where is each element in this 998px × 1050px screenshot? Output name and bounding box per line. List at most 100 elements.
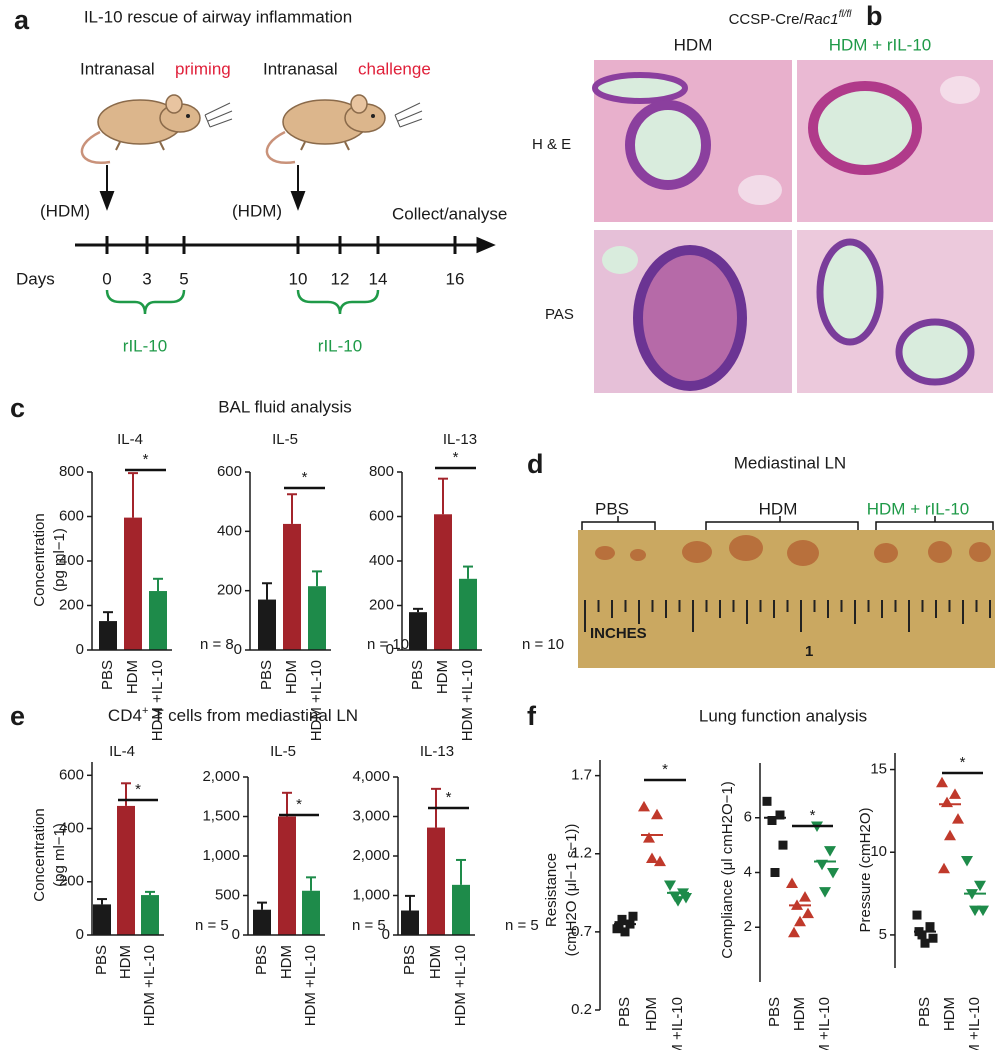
x-tick-label: HDM bbox=[278, 945, 295, 979]
bar bbox=[459, 578, 477, 650]
y-tick-label: 4,000 bbox=[352, 768, 390, 785]
y-tick-label: 400 bbox=[217, 522, 242, 539]
x-tick-label: HDM +IL-10 bbox=[308, 660, 325, 741]
data-point bbox=[969, 905, 981, 917]
y-tick-label: 200 bbox=[59, 596, 84, 613]
bar bbox=[302, 890, 320, 935]
significance-label: * bbox=[302, 469, 308, 486]
x-tick-label: HDM +IL-10 bbox=[669, 997, 686, 1050]
chart-title: IL-4 bbox=[109, 743, 135, 760]
y-tick-label: 2,000 bbox=[202, 768, 240, 785]
data-point bbox=[799, 891, 811, 902]
group-label: PBS bbox=[595, 499, 629, 518]
y-tick-label: 600 bbox=[59, 766, 84, 783]
significance-label: * bbox=[662, 761, 668, 778]
panel-title: IL-10 rescue of airway inflammation bbox=[84, 7, 352, 26]
histology-image bbox=[594, 230, 792, 393]
y-tick-label: 0 bbox=[382, 926, 390, 943]
chart-title: IL-13 bbox=[443, 431, 477, 448]
data-point bbox=[920, 938, 930, 948]
day-ticks: 0 3 5 10 12 14 16 bbox=[102, 236, 464, 288]
ruler-label: INCHES bbox=[590, 625, 647, 642]
y-axis-label: (cmH2O (μl−1 s−1)) bbox=[563, 824, 580, 957]
row-label: H & E bbox=[532, 136, 571, 153]
group-label: HDM + rIL-10 bbox=[867, 499, 970, 518]
y-tick-label: 600 bbox=[217, 463, 242, 480]
chart: 0 200 400 600 IL-5 PBS HDM HDM +IL-10 * n = 10 bbox=[217, 431, 409, 741]
panel-title: Lung function analysis bbox=[699, 706, 867, 725]
title-sup: fl/fl bbox=[839, 9, 853, 20]
histology-image bbox=[797, 60, 993, 222]
chart: 0 200 400 600 IL-4 Concentration (pg ml−1) PBS H… bbox=[31, 743, 229, 1026]
data-point bbox=[628, 911, 638, 921]
panel-letter: d bbox=[527, 449, 544, 479]
x-tick-label: HDM +IL-10 bbox=[816, 997, 833, 1050]
mouse-icon bbox=[80, 94, 201, 165]
y-tick-label: 0 bbox=[386, 641, 394, 658]
data-point bbox=[788, 926, 800, 938]
y-tick-label: 3,000 bbox=[352, 807, 390, 824]
data-point bbox=[961, 856, 973, 867]
dose-label: (HDM) bbox=[232, 201, 282, 220]
data-point bbox=[786, 877, 798, 888]
significance-label: * bbox=[446, 789, 452, 806]
panel-letter: a bbox=[14, 5, 30, 35]
y-axis-label: Pressure (cmH2O) bbox=[857, 807, 874, 932]
data-point bbox=[770, 868, 780, 877]
panel-letter: f bbox=[527, 701, 537, 731]
chart: 0 1,000 2,000 3,000 4,000 IL-13 PBS HDM HDM +IL-… bbox=[352, 743, 538, 1026]
x-tick-label: HDM +IL-10 bbox=[966, 997, 983, 1050]
column-label: HDM bbox=[674, 35, 713, 54]
ruler bbox=[584, 600, 991, 632]
y-tick-label: 0 bbox=[234, 641, 242, 658]
photo bbox=[578, 530, 995, 668]
title-gene: Rac1 bbox=[804, 11, 839, 28]
data-point bbox=[794, 915, 806, 927]
panel-title: CD4+ T cells from mediastinal LN bbox=[108, 705, 358, 726]
timeline bbox=[75, 236, 496, 254]
bar bbox=[258, 599, 276, 650]
y-tick-label: 0.2 bbox=[571, 1001, 592, 1018]
y-tick-label: 15 bbox=[870, 761, 887, 778]
y-axis-label: (pg ml−1) bbox=[51, 528, 68, 592]
data-point bbox=[651, 808, 663, 820]
treatment-label: rIL-10 bbox=[318, 336, 362, 355]
pipette-icon bbox=[204, 102, 233, 128]
group-bracket bbox=[581, 516, 994, 530]
step-label: Intranasal bbox=[80, 59, 155, 78]
chart: 0 200 400 600 800 IL-13 PBS HDM HDM +IL-10 * n = 1… bbox=[369, 431, 564, 741]
y-tick-label: 1,000 bbox=[352, 886, 390, 903]
title-part: CCSP-Cre/ bbox=[729, 11, 805, 28]
data-point bbox=[925, 922, 935, 932]
title-part: CD4 bbox=[108, 706, 142, 725]
chart: 5 10 15 Pressure (cmH2O) PBS HDM HDM +IL-10 * bbox=[857, 753, 989, 1050]
pipette-icon bbox=[394, 102, 423, 128]
x-tick-label: HDM bbox=[427, 945, 444, 979]
panel-title: BAL fluid analysis bbox=[218, 397, 352, 416]
x-tick-label: PBS bbox=[258, 660, 275, 690]
panel-letter: e bbox=[10, 701, 25, 731]
n-label: n = 8 bbox=[200, 636, 234, 653]
significance-label: * bbox=[296, 796, 302, 813]
y-tick-label: 1,500 bbox=[202, 807, 240, 824]
y-tick-label: 200 bbox=[59, 873, 84, 890]
bar bbox=[401, 910, 419, 935]
data-point bbox=[654, 855, 666, 867]
y-tick-label: 1.7 bbox=[571, 767, 592, 784]
bar bbox=[452, 884, 470, 935]
data-point bbox=[944, 829, 956, 841]
data-point bbox=[802, 907, 814, 919]
x-tick-label: HDM bbox=[124, 660, 141, 694]
n-label: n = 10 bbox=[367, 636, 409, 653]
x-tick-label: HDM +IL-10 bbox=[452, 945, 469, 1026]
y-tick-label: 800 bbox=[59, 463, 84, 480]
y-tick-label: 0 bbox=[76, 926, 84, 943]
day-label: 14 bbox=[369, 269, 388, 288]
data-point bbox=[680, 893, 692, 904]
data-point bbox=[778, 840, 788, 850]
y-tick-label: 200 bbox=[217, 582, 242, 599]
title-part: T cells from mediastinal LN bbox=[153, 706, 358, 725]
x-tick-label: HDM bbox=[434, 660, 451, 694]
x-tick-label: HDM +IL-10 bbox=[459, 660, 476, 741]
